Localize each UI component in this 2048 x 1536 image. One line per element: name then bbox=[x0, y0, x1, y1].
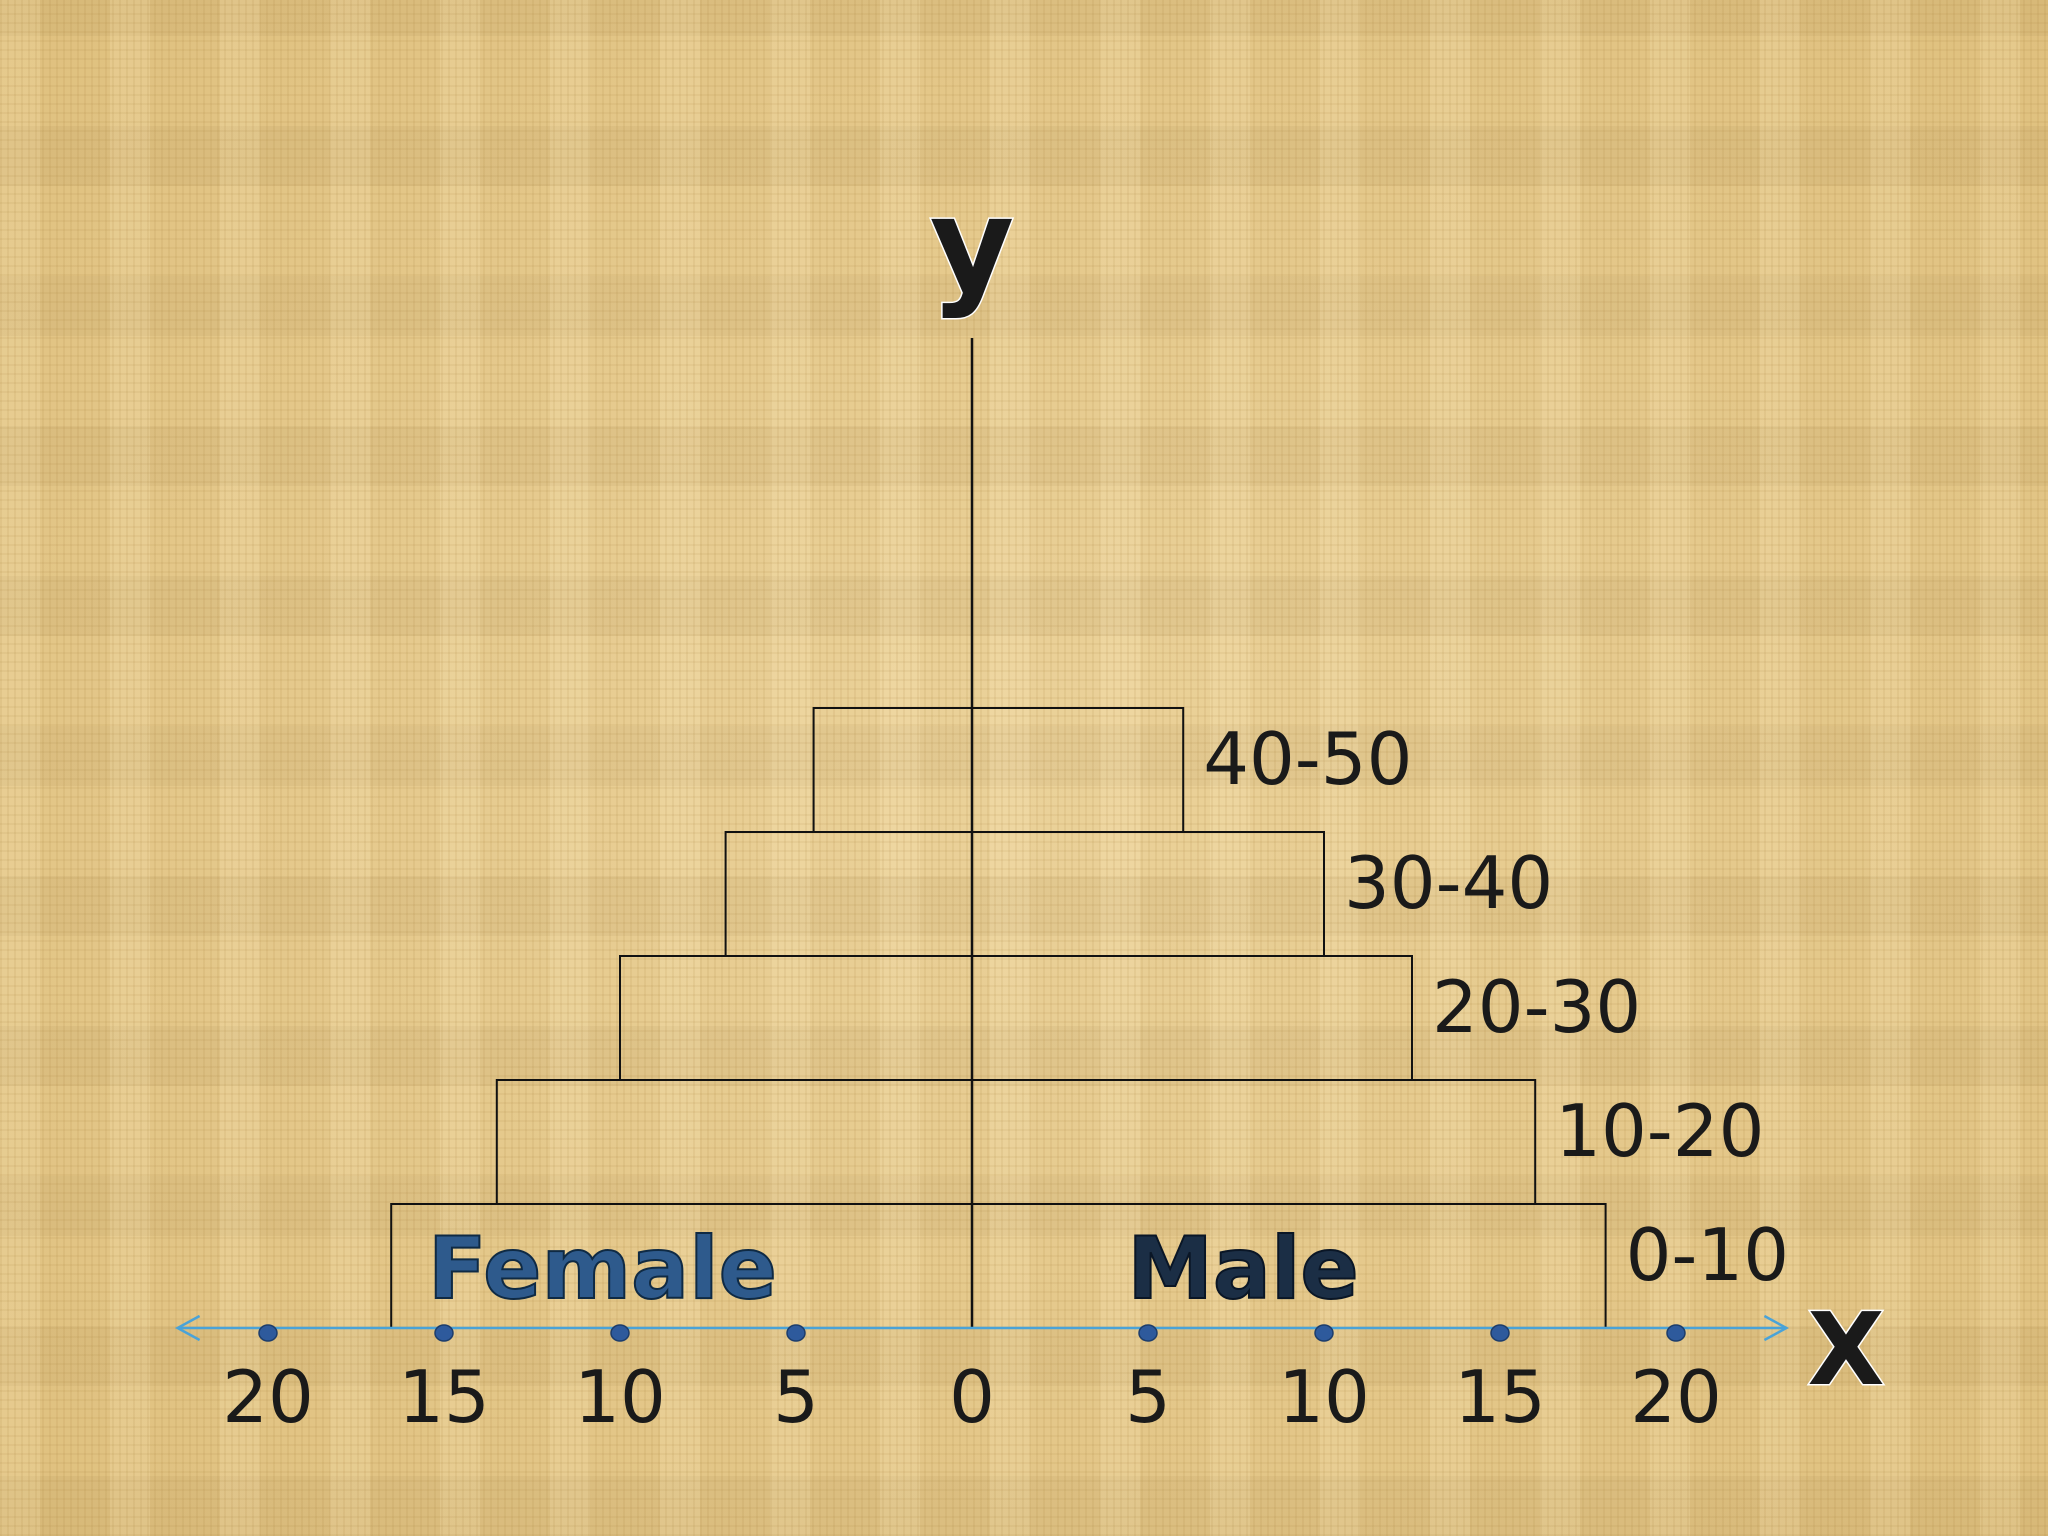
age-group-labels: 0-10 10-20 20-30 30-40 40-50 bbox=[1203, 717, 1789, 1297]
x-tick-label-0: 20 bbox=[222, 1355, 314, 1439]
tick-dot-1 bbox=[434, 1324, 454, 1342]
age-label-30-40: 30-40 bbox=[1344, 841, 1553, 925]
tick-dot-0 bbox=[258, 1324, 278, 1342]
x-axis-left-arrow bbox=[174, 1314, 201, 1342]
male-side-label: Male bbox=[1127, 1219, 1358, 1319]
male-bar-10-20 bbox=[971, 1079, 1537, 1205]
female-bar-10-20 bbox=[495, 1079, 973, 1205]
tick-dot-6 bbox=[1314, 1324, 1334, 1342]
female-side-label: Female bbox=[428, 1219, 777, 1319]
x-axis bbox=[174, 1314, 1790, 1342]
female-bar-20-30 bbox=[619, 955, 973, 1081]
tick-dot-8 bbox=[1666, 1324, 1686, 1342]
x-tick-label-6: 10 bbox=[1278, 1355, 1370, 1439]
age-label-0-10: 0-10 bbox=[1626, 1213, 1789, 1297]
male-bar-30-40 bbox=[971, 831, 1325, 957]
x-axis-tick-dots bbox=[258, 1324, 1686, 1342]
age-label-20-30: 20-30 bbox=[1432, 965, 1641, 1049]
x-tick-label-3: 5 bbox=[773, 1355, 819, 1439]
x-tick-label-7: 15 bbox=[1454, 1355, 1546, 1439]
male-bar-20-30 bbox=[971, 955, 1413, 1081]
tick-dot-3 bbox=[786, 1324, 806, 1342]
female-bar-30-40 bbox=[724, 831, 973, 957]
x-tick-label-4: 0 bbox=[949, 1355, 995, 1439]
tick-dot-2 bbox=[610, 1324, 630, 1342]
y-axis-letter: y bbox=[930, 169, 1015, 321]
x-tick-label-1: 15 bbox=[398, 1355, 490, 1439]
tick-dot-7 bbox=[1490, 1324, 1510, 1342]
age-label-40-50: 40-50 bbox=[1203, 717, 1412, 801]
x-tick-label-8: 20 bbox=[1630, 1355, 1722, 1439]
x-tick-label-5: 5 bbox=[1125, 1355, 1171, 1439]
tick-dot-5 bbox=[1138, 1324, 1158, 1342]
x-axis-letter: X bbox=[1807, 1291, 1884, 1408]
x-axis-right-arrow bbox=[1763, 1314, 1790, 1342]
female-bar-40-50 bbox=[812, 707, 973, 833]
age-label-10-20: 10-20 bbox=[1555, 1089, 1764, 1173]
x-axis-tick-labels: 20 15 10 5 0 5 10 15 20 bbox=[222, 1355, 1722, 1439]
male-bar-40-50 bbox=[971, 707, 1185, 833]
x-tick-label-2: 10 bbox=[574, 1355, 666, 1439]
